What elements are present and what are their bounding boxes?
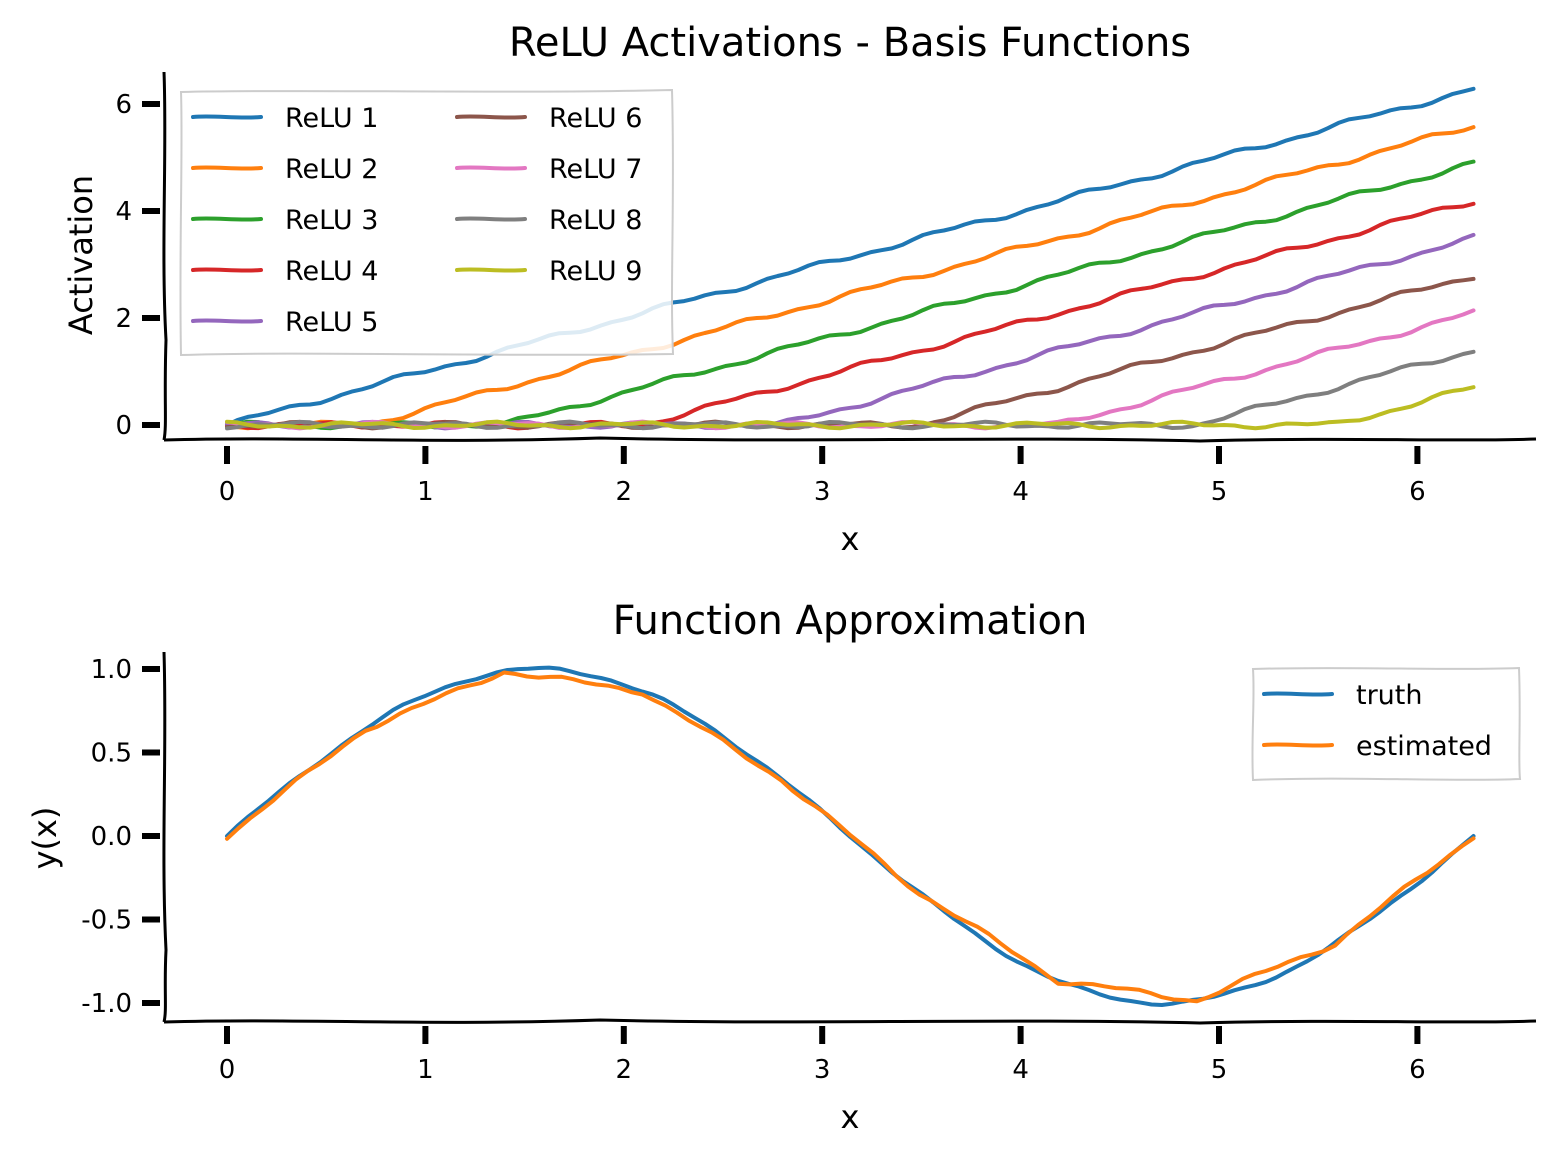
y-tick-label: 6 [115,90,132,120]
legend-swatch [191,318,263,324]
legend-label: ReLU 1 [285,103,378,134]
series-lines [225,86,1476,431]
legend-label: ReLU 4 [285,256,378,287]
y-axis-label: y(x) [26,807,64,870]
legend-swatch [1262,691,1334,697]
x-axis-spine [163,436,1537,443]
x-axis-label: x [841,1098,860,1136]
relu-activations-plot: ReLU Activations - Basis Functions Activ… [62,20,1537,558]
x-tick-label: 3 [814,477,831,507]
legend-swatch [455,216,527,222]
series-line-estimated [225,670,1476,1004]
y-tick-label: -0.5 [81,906,132,936]
x-tick-label: 6 [1409,477,1426,507]
y-axis-label: Activation [62,175,100,335]
legend-swatch [1262,742,1334,748]
legend-swatch [191,267,263,273]
series-line-relu-8 [225,349,1476,431]
x-tick-label: 5 [1211,1055,1228,1085]
y-axis-spine [162,651,168,1023]
x-tick-label: 4 [1012,477,1029,507]
y-axis-spine [162,71,168,441]
x-tick-label: 2 [616,1055,633,1085]
legend-label: ReLU 7 [549,154,642,185]
legend-label: ReLU 9 [549,256,642,287]
x-axis-spine [163,1018,1537,1025]
x-tick-label: 2 [616,477,633,507]
x-tick-label: 0 [219,477,236,507]
series-line-relu-9 [225,385,1476,431]
x-tick-label: 3 [814,1055,831,1085]
series-line-relu-2 [225,125,1476,431]
x-axis-label: x [841,520,860,558]
plot-title: Function Approximation [613,598,1088,644]
y-tick-label: 0.0 [91,822,132,852]
legend-label: ReLU 5 [285,307,378,338]
y-tick-label: 1.0 [91,655,132,685]
legend-swatch [191,216,263,222]
x-tick-label: 0 [219,1055,236,1085]
legend: ReLU 1 ReLU 2 ReLU 3 ReLU 4 ReLU 5 ReLU 6 ReLU… [179,88,675,357]
x-tick-label: 6 [1409,1055,1426,1085]
legend-label: ReLU 2 [285,154,378,185]
y-tick-label: 4 [115,197,132,227]
legend-label: estimated [1356,731,1492,762]
x-tick-label: 4 [1012,1055,1029,1085]
y-tick-label: 0.5 [91,739,132,769]
plot-title: ReLU Activations - Basis Functions [509,20,1191,66]
legend-label: truth [1356,680,1423,711]
axis-ticks: 0 1 2 3 4 5 6 1.0 0.5 0.0 -0.5 -1.0 [81,655,1425,1085]
function-approximation-plot: Function Approximation y(x) x 0 1 2 3 4 5 6 1.0… [26,598,1537,1136]
legend-swatch [455,267,527,273]
x-tick-label: 1 [417,1055,434,1085]
y-tick-label: 2 [115,304,132,334]
x-tick-label: 1 [417,477,434,507]
legend: truth estimated [1251,666,1522,782]
legend-swatch [191,114,263,120]
legend-label: ReLU 6 [549,103,642,134]
y-tick-label: -1.0 [81,989,132,1019]
legend-swatch [455,165,527,171]
y-tick-label: 0 [115,411,132,441]
legend-box [179,88,675,357]
legend-swatch [455,114,527,120]
series-line-relu-1 [225,86,1476,427]
axis-ticks: 0 1 2 3 4 5 6 0 2 4 6 [115,90,1425,507]
series-lines [225,665,1476,1007]
legend-swatch [191,165,263,171]
legend-label: ReLU 3 [285,205,378,236]
x-tick-label: 5 [1211,477,1228,507]
legend-label: ReLU 8 [549,205,642,236]
